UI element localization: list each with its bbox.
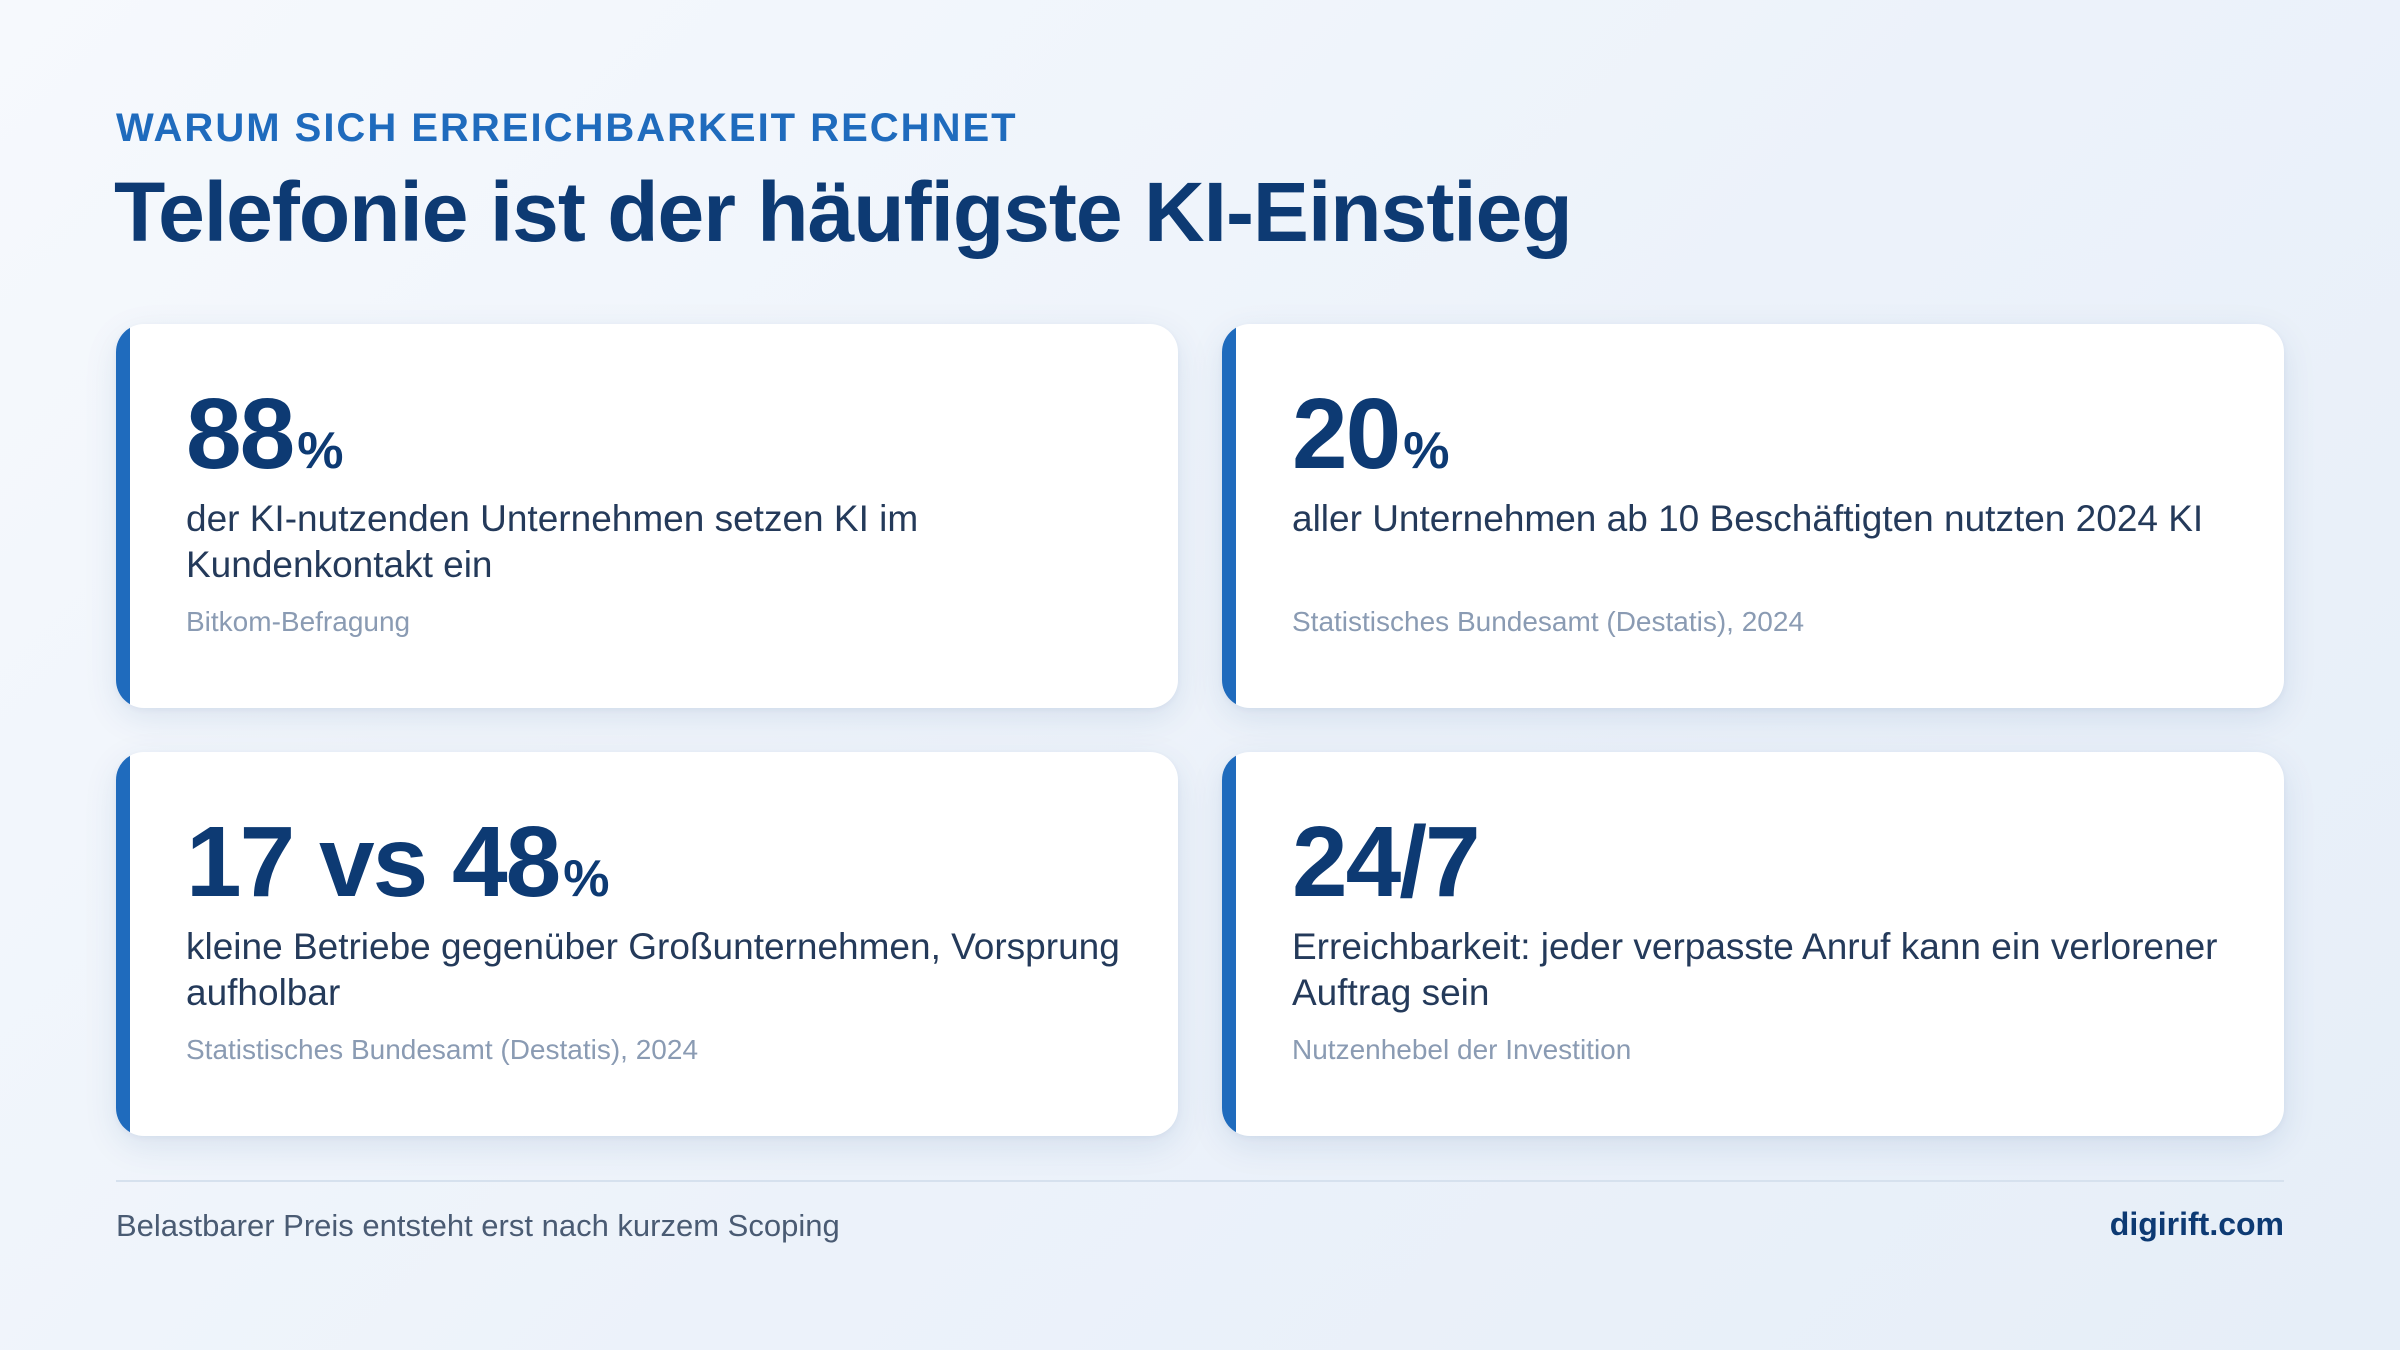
stat-description: aller Unternehmen ab 10 Beschäftigten nu…: [1292, 498, 2204, 539]
stat-description: der KI-nutzenden Unternehmen setzen KI i…: [186, 498, 919, 585]
eyebrow-label: WARUM SICH ERREICHBARKEIT RECHNET: [116, 106, 1018, 150]
stat-unit: %: [297, 422, 344, 480]
footer-note: Belastbarer Preis entsteht erst nach kur…: [116, 1208, 840, 1243]
stat-description: kleine Betriebe gegenüber Großunternehme…: [186, 926, 1120, 1013]
stat-value: 20%: [1292, 384, 1449, 484]
stat-source: Bitkom-Befragung: [186, 606, 411, 637]
stat-card-ki-kundenkontakt: 88% der KI-nutzenden Unternehmen setzen …: [116, 324, 1178, 708]
stat-number: 88: [186, 378, 295, 490]
stat-number: 24/7: [1292, 806, 1481, 918]
page-title: Telefonie ist der häufigste KI-Einstieg: [114, 165, 1573, 259]
stat-value: 17 vs 48%: [186, 812, 610, 912]
stat-description: Erreichbarkeit: jeder verpasste Anruf ka…: [1292, 926, 2218, 1013]
stat-source: Statistisches Bundesamt (Destatis), 2024: [186, 1034, 699, 1065]
brand-logo-text: digirift.com: [2109, 1206, 2284, 1242]
stat-source: Nutzenhebel der Investition: [1292, 1034, 1632, 1065]
stat-unit: %: [563, 850, 610, 908]
stat-number: 17 vs 48: [186, 806, 561, 918]
stat-card-betriebsgroesse: 17 vs 48% kleine Betriebe gegenüber Groß…: [116, 752, 1178, 1136]
stat-source: Statistisches Bundesamt (Destatis), 2024: [1292, 606, 1805, 637]
stat-number: 20: [1292, 378, 1401, 490]
stat-unit: %: [1403, 422, 1450, 480]
footer-divider: [116, 1180, 2284, 1182]
stat-value: 88%: [186, 384, 343, 484]
stat-card-ki-nutzung-2024: 20% aller Unternehmen ab 10 Beschäftigte…: [1222, 324, 2284, 708]
stat-value: 24/7: [1292, 812, 1483, 912]
stat-card-erreichbarkeit: 24/7 Erreichbarkeit: jeder verpasste Anr…: [1222, 752, 2284, 1136]
